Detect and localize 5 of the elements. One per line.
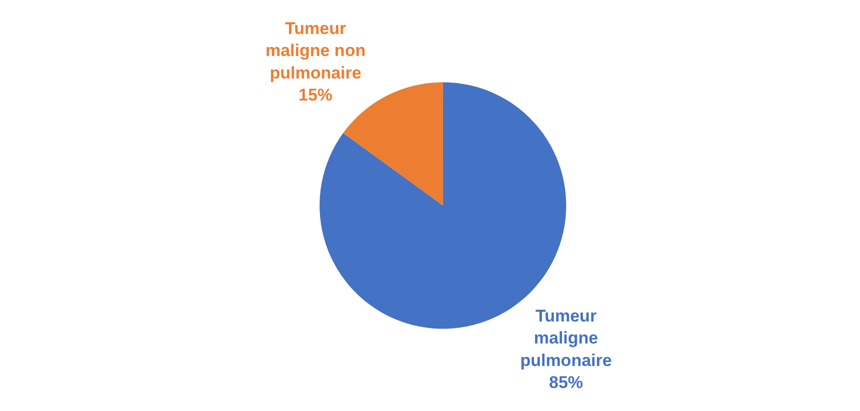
data-label: 85% [549,372,584,392]
pie-slice [343,82,443,206]
slice-label: Tumeur maligne non pulmonaire [265,19,366,82]
slice-label: Tumeur maligne pulmonaire [520,306,612,370]
data-label: 15% [298,85,333,104]
